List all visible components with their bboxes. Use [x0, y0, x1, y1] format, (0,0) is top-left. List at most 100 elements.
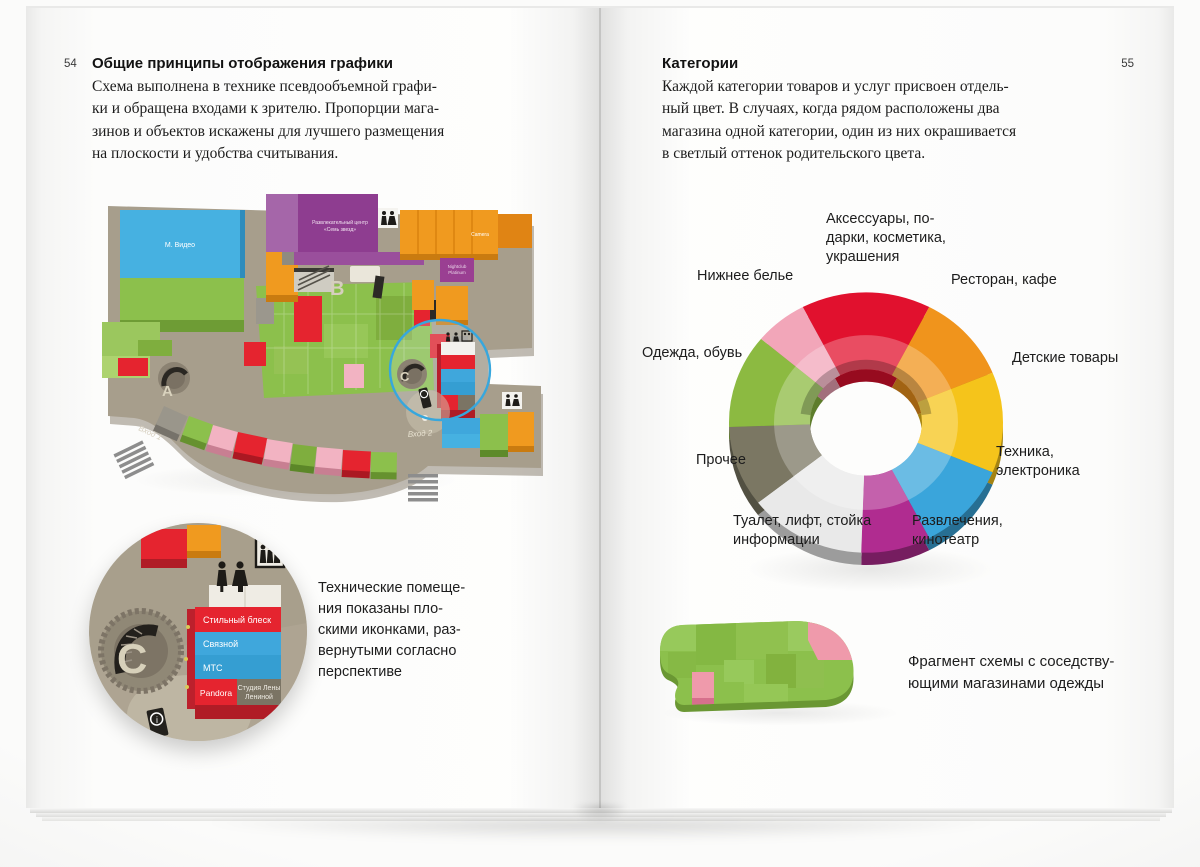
- donut-segment: [774, 424, 822, 477]
- map-block: [237, 679, 281, 705]
- spine-bottom-shadow: [560, 806, 640, 830]
- info-zone: [406, 390, 450, 434]
- info-stand-icon: i: [146, 707, 169, 738]
- fragment-illustration: [660, 621, 854, 712]
- map-block: [274, 346, 308, 374]
- wc-icon: [378, 208, 398, 228]
- map-kiosk: [372, 275, 385, 299]
- donut-label-accessories: Аксессуары, по- дарки, косметика, украше…: [826, 211, 946, 265]
- map-block: [436, 286, 468, 320]
- map-block: [480, 414, 508, 450]
- map-block: [324, 324, 368, 358]
- donut-label-electronics: Техника, электроника: [996, 444, 1080, 479]
- map-block: [256, 298, 274, 324]
- map-entertainment-center: Развлекательный центр «Семь звезд»: [266, 194, 424, 302]
- donut-segment: [891, 344, 951, 403]
- map-arcade: [153, 406, 397, 480]
- donut-segment: [917, 389, 958, 456]
- map-store-label: Platinum: [448, 270, 466, 275]
- spiral-stair-c-icon: С: [397, 359, 427, 389]
- right-section-title: Категории: [662, 55, 739, 72]
- map-block: [244, 342, 266, 366]
- page-number-right: 55: [1121, 58, 1134, 70]
- donut-label-restaurant: Ресторан, кафе: [951, 272, 1057, 288]
- donut-label-wc-info: Туалет, лифт, стойка информации: [733, 513, 872, 548]
- map-block: [282, 252, 294, 265]
- map-block: [195, 655, 281, 679]
- map-block-side: [187, 551, 221, 558]
- page-number-left: 54: [64, 58, 77, 70]
- map-store-label: Развлекательный центр: [312, 219, 368, 226]
- info-icon: i: [155, 715, 160, 725]
- map-block: [120, 210, 240, 278]
- left-section-title: Общие принципы отображения графики: [92, 55, 393, 72]
- callout-store-label: Лениной: [245, 693, 273, 701]
- donut-segment: [800, 359, 932, 416]
- highlight-circle: [388, 318, 492, 422]
- map-letter-a: А: [162, 383, 173, 400]
- map-block-cluster-topright: Camera: [400, 210, 532, 260]
- donut-segment: [774, 366, 824, 426]
- map-block-side: [266, 295, 298, 302]
- wc-icon: [216, 561, 248, 592]
- detail-callout-illustration: Стильный блеск Связной МТС Pandora Студи…: [89, 523, 307, 741]
- callout-store-label: Студия Лены: [238, 685, 281, 692]
- map-block-cluster-left: М. Видео: [102, 210, 245, 378]
- donut-segment: [793, 455, 865, 510]
- map-block: [412, 280, 434, 310]
- map-block: [442, 434, 480, 448]
- map-block-side: [240, 210, 245, 278]
- map-block: [120, 278, 244, 320]
- wc-icon: [502, 392, 522, 409]
- callout-store-label: Связной: [203, 639, 238, 649]
- map-block-side: [400, 254, 498, 260]
- map-block-cluster-tab: [442, 392, 534, 457]
- map-block: [118, 358, 148, 376]
- mall-map-illustration: М. Видео А: [102, 194, 543, 503]
- map-block-side: [195, 705, 281, 719]
- callout-caption: Технические помеще- ния показаны пло- ск…: [318, 580, 466, 680]
- fragment-pink-block: [692, 672, 714, 700]
- map-letter-c: С: [400, 369, 410, 384]
- donut-segment: [862, 469, 909, 510]
- donut-label-other: Прочее: [696, 452, 746, 468]
- right-body-text: Каждой категории товаров и услуг присвое…: [662, 78, 1017, 163]
- donut-label-entertainment: Развлечения, кинотеатр: [912, 513, 1003, 548]
- map-block: [195, 607, 281, 632]
- donut-chart: [729, 292, 1003, 565]
- donut-label-lingerie: Нижнее белье: [697, 268, 794, 284]
- map-block: [266, 252, 282, 265]
- detail-callout: Стильный блеск Связной МТС Pandora Студи…: [89, 523, 307, 741]
- map-block: [294, 296, 322, 342]
- map-block: [195, 679, 237, 705]
- map-stage: [350, 266, 380, 282]
- entrance-2-label: Вход 2: [408, 428, 434, 439]
- map-block: [195, 632, 281, 655]
- map-block: [266, 265, 298, 295]
- fragment-mosaic: [660, 621, 854, 705]
- map-block: [187, 525, 221, 551]
- info-stand-icon: [418, 387, 432, 409]
- map-block-side: [187, 609, 195, 709]
- map-block: [440, 258, 474, 282]
- donut-label-kids: Детские товары: [1012, 350, 1119, 366]
- map-block: [294, 252, 424, 265]
- map-block-side: [141, 559, 187, 568]
- donut-rings: [729, 292, 1003, 565]
- map-block: [498, 214, 532, 248]
- map-block: [266, 194, 298, 252]
- donut-label-clothes: Одежда, обувь: [642, 345, 743, 361]
- map-block: [141, 529, 187, 559]
- escalator-icon: [294, 265, 334, 292]
- zebra-crossing: [113, 440, 155, 480]
- page-stack-edge: [30, 808, 1172, 813]
- map-store-label: Camera: [471, 232, 489, 238]
- map-letter-b: В: [330, 278, 344, 300]
- callout-store-label: Pandora: [200, 688, 232, 698]
- donut-segment: [823, 335, 909, 376]
- map-block: [508, 412, 534, 446]
- map-store-label: Nightclub: [448, 264, 467, 269]
- spine-line: [599, 8, 601, 808]
- callout-store-label: МТС: [203, 663, 223, 673]
